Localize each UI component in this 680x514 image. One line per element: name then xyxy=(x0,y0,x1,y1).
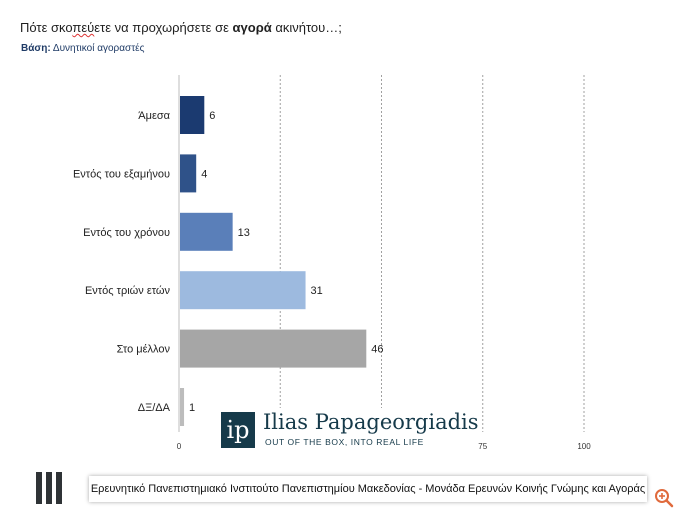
x-tick-label: 100 xyxy=(577,442,591,451)
category-label: Άμεσα xyxy=(138,110,170,122)
zoom-in-icon[interactable] xyxy=(654,488,674,508)
data-label: 31 xyxy=(311,285,323,297)
category-label: Εντός του χρόνου xyxy=(83,227,170,239)
bar xyxy=(180,329,367,368)
bar xyxy=(180,388,185,426)
logo-tagline: OUT OF THE BOX, INTO REAL LIFE xyxy=(265,437,424,447)
institute-stripes-icon xyxy=(36,472,64,504)
category-label: ΔΞ/ΔΑ xyxy=(138,402,171,414)
bar xyxy=(180,271,306,310)
data-label: 6 xyxy=(209,110,215,122)
category-label: Εντός τριών ετών xyxy=(85,285,171,297)
bar xyxy=(180,212,233,251)
question-title: Πότε σκοπεύετε να προχωρήσετε σε αγορά α… xyxy=(20,20,342,35)
data-label: 4 xyxy=(201,168,207,180)
x-tick-label: 0 xyxy=(177,442,182,451)
data-label: 13 xyxy=(238,227,250,239)
data-label: 46 xyxy=(371,344,383,356)
brand-logo: ip Ilias Papageorgiadis OUT OF THE BOX, … xyxy=(215,408,479,452)
footer-caption: Ερευνητικό Πανεπιστημιακό Ινστιτούτο Παν… xyxy=(89,476,647,502)
category-label: Στο μέλλον xyxy=(117,344,171,356)
x-tick-label: 75 xyxy=(478,442,487,451)
bar xyxy=(180,96,205,134)
category-label: Εντός του εξαμήνου xyxy=(73,168,170,180)
bar xyxy=(180,154,197,193)
logo-mark-icon: ip xyxy=(221,412,255,448)
sample-basis: Βάση: Δυνητικοί αγοραστές xyxy=(21,43,145,54)
data-label: 1 xyxy=(189,402,195,414)
logo-name: Ilias Papageorgiadis xyxy=(263,410,479,434)
